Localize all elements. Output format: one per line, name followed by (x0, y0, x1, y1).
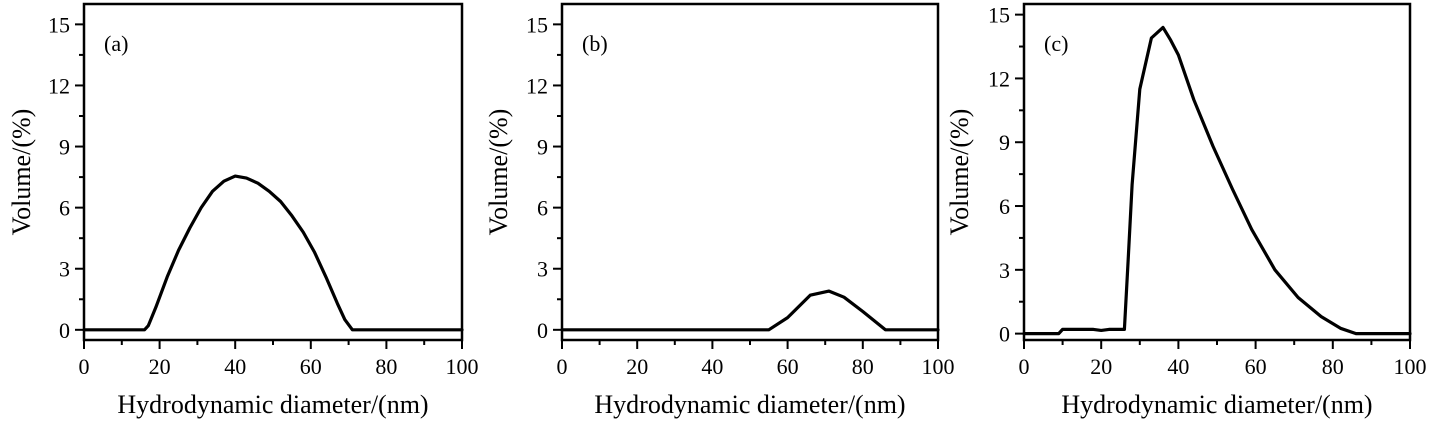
x-tick-label: 20 (1090, 354, 1112, 379)
y-tick-label: 12 (988, 66, 1010, 91)
series-line (560, 289, 940, 332)
series-line (1022, 25, 1412, 336)
x-tick-label: 60 (777, 354, 799, 379)
y-axis-label: Volume/(%) (945, 109, 974, 236)
y-tick-label: 9 (59, 135, 70, 160)
x-tick-label: 20 (149, 354, 171, 379)
x-tick-label: 0 (1019, 354, 1030, 379)
x-tick-label: 80 (852, 354, 874, 379)
y-tick-label: 9 (537, 135, 548, 160)
y-tick-label: 0 (537, 318, 548, 343)
x-tick-label: 60 (300, 354, 322, 379)
x-axis-label: Hydrodynamic diameter/(nm) (594, 390, 905, 419)
y-tick-label: 3 (59, 257, 70, 282)
x-axis-label: Hydrodynamic diameter/(nm) (117, 390, 428, 419)
y-tick-label: 0 (59, 318, 70, 343)
x-tick-label: 80 (1322, 354, 1344, 379)
y-tick-label: 0 (999, 322, 1010, 347)
x-tick-label: 0 (79, 354, 90, 379)
x-tick-label: 60 (1245, 354, 1267, 379)
x-tick-label: 100 (446, 354, 479, 379)
y-tick-label: 6 (999, 194, 1010, 219)
x-axis-label: Hydrodynamic diameter/(nm) (1061, 390, 1372, 419)
panel-label: (a) (104, 31, 128, 56)
plot-frame (82, 2, 464, 342)
chart-panel-c: 0 20 40 60 80 100 0 3 6 9 12 15 Hydrodynamic diamete… (945, 3, 1427, 419)
y-tick-label: 6 (537, 196, 548, 221)
x-tick-label: 20 (626, 354, 648, 379)
x-tick-label: 100 (1394, 354, 1427, 379)
plot-frame (560, 2, 940, 342)
y-tick-label: 3 (999, 258, 1010, 283)
series-line (82, 174, 464, 332)
y-tick-label: 15 (988, 3, 1010, 28)
y-tick-label: 3 (537, 257, 548, 282)
panel-label: (b) (582, 31, 608, 56)
x-tick-label: 40 (701, 354, 723, 379)
y-tick-label: 12 (526, 73, 548, 98)
y-axis-label: Volume/(%) (7, 109, 36, 236)
x-tick-label: 100 (922, 354, 955, 379)
y-tick-label: 15 (526, 12, 548, 37)
x-tick-label: 0 (557, 354, 568, 379)
y-axis-label: Volume/(%) (484, 109, 513, 236)
x-tick-label: 40 (1167, 354, 1189, 379)
y-tick-label: 9 (999, 130, 1010, 155)
x-tick-label: 80 (375, 354, 397, 379)
chart-panel-a: 0 20 40 60 80 100 0 3 6 9 12 15 Hydrodynamic diamete… (7, 2, 479, 419)
plot-frame (1022, 2, 1412, 342)
y-tick-label: 15 (48, 12, 70, 37)
panel-label: (c) (1044, 31, 1068, 56)
x-tick-label: 40 (224, 354, 246, 379)
y-tick-label: 6 (59, 196, 70, 221)
y-tick-label: 12 (48, 73, 70, 98)
chart-panel-b: 0 20 40 60 80 100 0 3 6 9 12 15 Hydrodynamic diamete… (484, 2, 955, 419)
